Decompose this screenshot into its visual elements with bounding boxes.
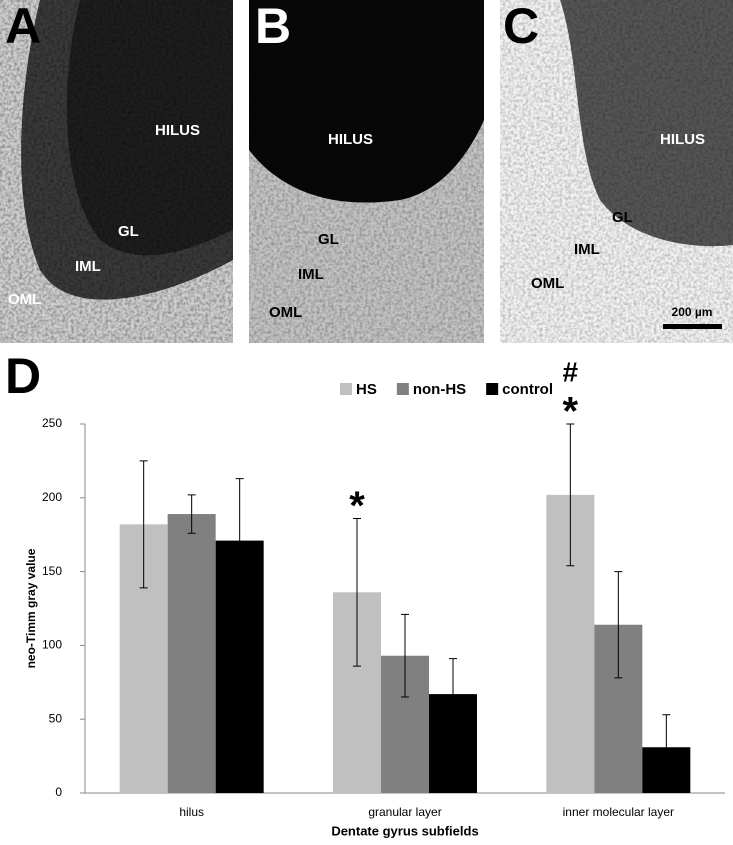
error-bar <box>187 494 196 534</box>
panel-letter: C <box>503 0 539 54</box>
panel-letter: B <box>255 0 291 54</box>
y-tick-label: 250 <box>42 416 62 430</box>
x-axis-label: Dentate gyrus subfields <box>331 823 478 838</box>
region-label: HILUS <box>660 131 705 148</box>
legend-label: control <box>502 381 553 398</box>
x-tick-label: hilus <box>179 805 204 819</box>
micrograph-c <box>500 0 733 343</box>
region-label: HILUS <box>328 131 373 148</box>
error-bar <box>353 517 361 667</box>
error-bar <box>566 423 575 567</box>
panel-letter: A <box>5 0 41 54</box>
region-label: GL <box>118 223 139 240</box>
region-label: HILUS <box>155 122 200 139</box>
error-bar <box>614 571 623 679</box>
region-label: GL <box>318 231 339 248</box>
annotation: * <box>563 390 579 434</box>
legend-label: HS <box>356 381 377 398</box>
y-tick-label: 50 <box>49 711 63 725</box>
x-tick-label: inner molecular layer <box>563 805 674 819</box>
region-label: IML <box>75 258 101 275</box>
y-tick-label: 100 <box>42 638 62 652</box>
panel-letter: D <box>5 348 41 404</box>
error-bar <box>401 613 409 698</box>
region-label: OML <box>269 304 302 321</box>
x-tick-label: granular layer <box>368 805 441 819</box>
scale-bar-label: 200 µm <box>672 305 713 319</box>
y-axis-label: neo-Timm gray value <box>24 548 38 668</box>
y-tick-label: 0 <box>55 785 62 799</box>
micrograph-b <box>249 0 484 343</box>
annotation: # <box>563 356 579 387</box>
legend-swatch <box>486 383 499 395</box>
region-label: IML <box>298 266 324 283</box>
region-label: IML <box>574 241 600 258</box>
legend-swatch <box>396 383 409 395</box>
y-tick-label: 200 <box>42 490 62 504</box>
micrograph-a <box>0 0 233 343</box>
error-bar <box>235 478 244 604</box>
region-label: OML <box>531 275 564 292</box>
y-tick-label: 150 <box>42 564 62 578</box>
error-bar <box>449 658 457 731</box>
bar <box>167 514 216 793</box>
error-bar <box>139 460 148 589</box>
legend-label: non-HS <box>413 381 466 398</box>
region-label: OML <box>8 291 41 308</box>
legend-swatch <box>340 383 352 395</box>
region-label: GL <box>612 209 633 226</box>
error-bar <box>662 714 671 781</box>
annotation: * <box>349 484 365 528</box>
